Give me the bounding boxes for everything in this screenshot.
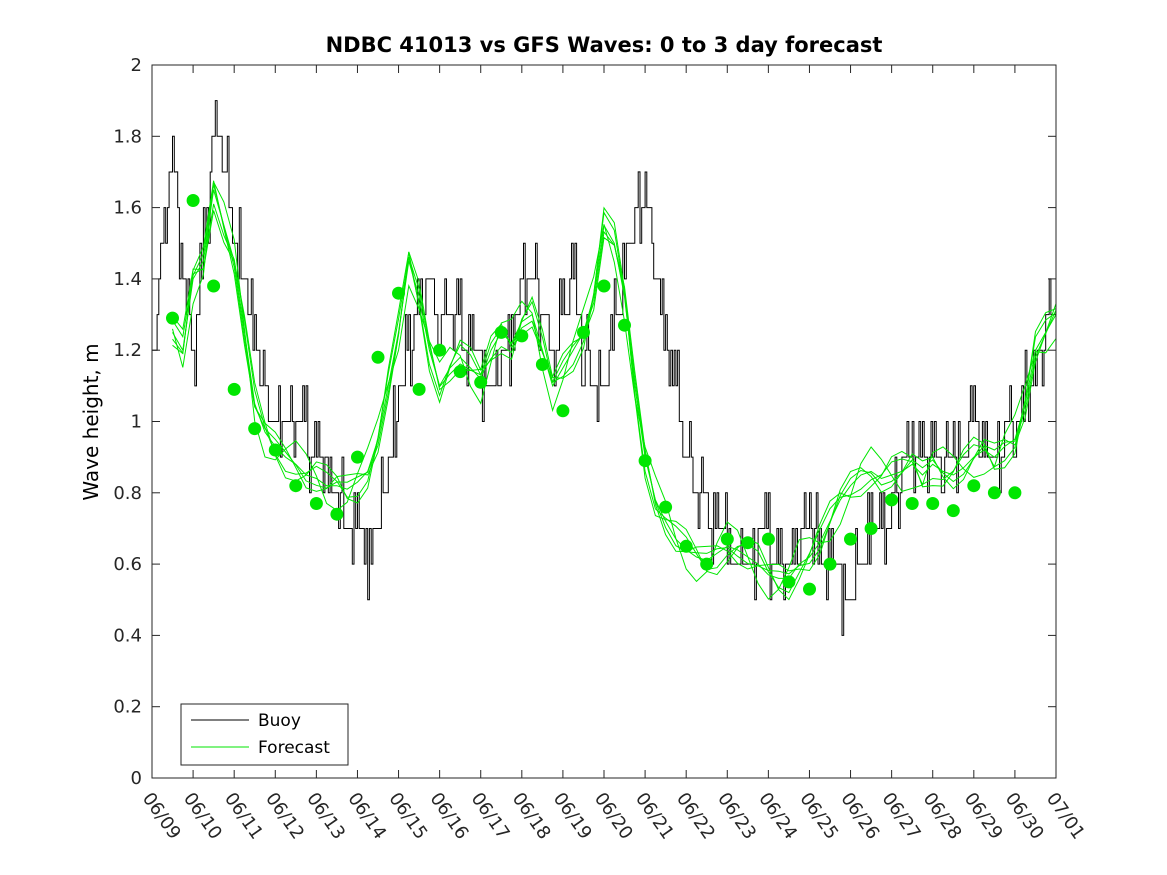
legend-forecast-label: Forecast xyxy=(258,738,330,758)
forecast-marker xyxy=(412,382,426,396)
y-tick-label: 1.4 xyxy=(113,269,142,290)
x-tick-label: 06/29 xyxy=(960,789,1007,844)
x-tick-label: 06/21 xyxy=(631,789,678,844)
forecast-marker xyxy=(330,507,344,521)
x-tick-label: 06/22 xyxy=(672,789,719,844)
x-tick-label: 06/20 xyxy=(590,789,637,844)
buoy-series xyxy=(152,100,1056,636)
forecast-marker xyxy=(207,279,221,293)
x-tick-label: 06/25 xyxy=(795,789,842,844)
y-tick-label: 0 xyxy=(131,768,142,789)
y-tick-label: 0.8 xyxy=(113,483,142,504)
y-tick-label: 1.8 xyxy=(113,126,142,147)
forecast-marker xyxy=(720,532,734,546)
x-tick-label: 06/30 xyxy=(1001,789,1048,844)
forecast-marker xyxy=(700,557,714,571)
x-tick-label: 06/23 xyxy=(713,789,760,844)
forecast-marker xyxy=(638,454,652,468)
forecast-marker xyxy=(905,497,919,510)
forecast-markers xyxy=(166,194,1022,596)
x-tick-label: 06/16 xyxy=(426,789,473,844)
x-tick-label: 06/28 xyxy=(919,789,966,844)
x-tick-label: 06/24 xyxy=(754,789,801,844)
x-tick-label: 06/14 xyxy=(343,789,390,844)
y-tick-label: 0.2 xyxy=(113,697,142,718)
forecast-marker xyxy=(248,422,262,436)
forecast-marker xyxy=(926,497,940,510)
forecast-marker xyxy=(535,358,549,371)
legend-box xyxy=(180,703,349,766)
x-tick-label: 06/27 xyxy=(878,789,925,844)
forecast-marker xyxy=(268,443,282,457)
y-tick-label: 1.6 xyxy=(113,198,142,219)
forecast-marker xyxy=(761,532,775,546)
forecast-marker xyxy=(803,582,816,596)
forecast-marker xyxy=(946,504,960,518)
forecast-line xyxy=(172,206,1057,601)
x-tick-label: 07/01 xyxy=(1042,789,1089,844)
forecast-marker xyxy=(351,450,364,464)
forecast-marker xyxy=(453,365,467,379)
forecast-series xyxy=(172,180,1057,601)
forecast-marker xyxy=(289,479,303,493)
forecast-marker xyxy=(618,318,631,332)
forecast-line xyxy=(172,189,1057,579)
x-tick-label: 06/11 xyxy=(220,789,267,844)
forecast-marker xyxy=(556,404,570,418)
x-tick-label: 06/19 xyxy=(549,789,596,844)
forecast-marker xyxy=(864,522,878,535)
x-tick-label: 06/18 xyxy=(508,789,555,844)
forecast-marker xyxy=(433,343,447,357)
y-tick-label: 1 xyxy=(131,412,142,433)
forecast-marker xyxy=(309,497,323,510)
forecast-marker xyxy=(844,532,857,546)
forecast-marker xyxy=(494,325,508,339)
chart-title: NDBC 41013 vs GFS Waves: 0 to 3 day fore… xyxy=(326,33,883,57)
x-tick-label: 06/26 xyxy=(836,789,883,844)
x-tick-label: 06/09 xyxy=(138,789,185,844)
forecast-marker xyxy=(659,500,673,514)
forecast-marker xyxy=(741,536,755,550)
forecast-marker xyxy=(392,286,405,300)
legend: Buoy Forecast xyxy=(180,703,349,766)
forecast-marker xyxy=(597,279,611,293)
forecast-marker xyxy=(967,479,981,493)
forecast-marker xyxy=(186,194,200,207)
forecast-marker xyxy=(474,375,488,389)
forecast-line xyxy=(172,180,1057,600)
y-tick-label: 0.4 xyxy=(113,625,142,646)
buoy-line xyxy=(152,100,1056,636)
y-axis: 0 0.2 0.4 0.6 0.8 1 1.2 1.4 1.6 1.8 2 xyxy=(113,55,1056,789)
forecast-marker xyxy=(987,486,1001,500)
y-tick-label: 1.2 xyxy=(113,340,142,361)
forecast-marker xyxy=(782,575,796,589)
x-tick-label: 06/12 xyxy=(261,789,308,844)
forecast-marker xyxy=(515,329,529,343)
forecast-marker xyxy=(371,350,385,364)
x-tick-label: 06/17 xyxy=(467,789,514,844)
x-tick-label: 06/15 xyxy=(384,789,431,844)
y-tick-label: 2 xyxy=(131,55,142,76)
x-tick-label: 06/13 xyxy=(302,789,349,844)
forecast-marker xyxy=(1008,486,1022,500)
forecast-marker xyxy=(885,493,899,507)
forecast-marker xyxy=(823,557,837,571)
forecast-line xyxy=(172,184,1057,575)
x-tick-label: 06/10 xyxy=(179,789,226,844)
legend-buoy-label: Buoy xyxy=(258,711,301,731)
forecast-marker xyxy=(227,382,241,396)
forecast-marker xyxy=(577,325,590,339)
forecast-marker xyxy=(679,539,693,553)
forecast-marker xyxy=(166,311,179,325)
y-axis-label: Wave height, m xyxy=(79,343,103,500)
y-tick-label: 0.6 xyxy=(113,554,142,575)
